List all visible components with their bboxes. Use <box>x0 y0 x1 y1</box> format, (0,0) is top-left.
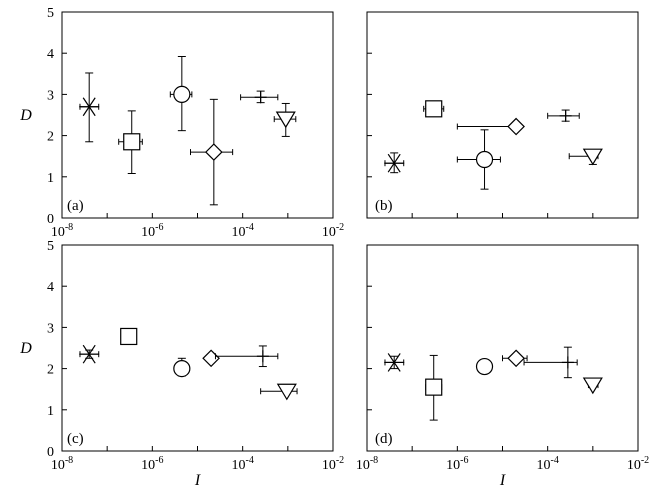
data-point-asterisk <box>79 72 100 143</box>
x-tick-label: 10-6 <box>446 455 468 473</box>
data-point-plus <box>214 345 279 368</box>
data-point-asterisk <box>79 344 100 364</box>
y-axis-label: D <box>19 340 32 357</box>
y-tick-label: 5 <box>47 6 54 21</box>
square-marker <box>425 378 443 396</box>
y-tick-label: 0 <box>47 445 54 460</box>
data-point-circle <box>169 55 193 132</box>
y-tick-label: 4 <box>47 47 54 62</box>
panel-label: (b) <box>375 198 393 214</box>
panel-d: 10-8 10-6 10-4 10-2 I (d) <box>356 244 649 487</box>
data-point-triangle-down <box>273 102 297 137</box>
asterisk-marker <box>387 353 401 372</box>
x-tick-label: 10-6 <box>141 455 163 473</box>
data-point-plus <box>523 346 578 379</box>
data-point-square <box>120 327 138 346</box>
y-tick-label: 1 <box>47 404 54 419</box>
square-marker <box>120 327 138 346</box>
data-point-asterisk <box>384 152 405 174</box>
panel-a: 0 1 2 3 4 5 10-8 10-6 10-4 10-2 D (a) <box>19 6 344 240</box>
plot-frame <box>366 244 639 452</box>
x-tick-label: 10-6 <box>141 222 163 240</box>
data-point-circle <box>456 129 501 190</box>
data-point-triangle-down <box>582 377 603 395</box>
x-tick-label: 10-4 <box>231 222 253 240</box>
y-tick-label: 0 <box>47 212 54 227</box>
data-point-triangle-down <box>568 148 603 166</box>
x-tick-label: 10-2 <box>322 222 344 240</box>
triangle-down-marker <box>582 148 603 166</box>
panel-label: (d) <box>375 431 393 447</box>
data-point-circle <box>475 357 494 376</box>
data-point-plus <box>240 90 279 104</box>
y-tick-label: 4 <box>47 280 54 295</box>
triangle-down-marker <box>582 377 603 395</box>
data-point-diamond <box>202 349 220 368</box>
x-tick-label: 10-4 <box>536 455 558 473</box>
diamond-marker <box>204 143 223 161</box>
x-tick-label: 10-8 <box>356 455 378 473</box>
data-point-diamond <box>190 98 234 206</box>
circle-marker <box>475 150 494 169</box>
data-point-square <box>425 354 443 421</box>
panel-label: (a) <box>67 198 84 214</box>
triangle-down-marker <box>276 383 297 401</box>
data-point-asterisk <box>384 353 405 372</box>
panel-c: 0 1 2 3 4 5 10-8 10-6 10-4 10-2 D I (c) <box>19 239 344 487</box>
plot-frame <box>61 244 334 452</box>
panel-b: (b) <box>366 11 639 219</box>
data-point-triangle-down <box>260 383 298 401</box>
x-tick-label: 10-2 <box>627 455 649 473</box>
data-point-square <box>423 100 445 118</box>
diamond-marker <box>507 117 525 136</box>
asterisk-marker <box>82 344 96 364</box>
y-tick-label: 1 <box>47 171 54 186</box>
x-tick-label: 10-8 <box>51 455 73 473</box>
circle-marker <box>475 357 494 376</box>
circle-marker <box>173 360 191 378</box>
asterisk-marker <box>82 97 96 117</box>
y-tick-label: 2 <box>47 130 54 145</box>
data-point-circle <box>173 357 191 378</box>
y-axis-label: D <box>19 107 32 124</box>
data-point-diamond <box>502 349 528 368</box>
diamond-marker <box>507 349 525 368</box>
y-tick-label: 3 <box>47 321 54 336</box>
data-point-plus <box>547 109 580 122</box>
circle-marker <box>173 85 191 104</box>
data-point-square <box>118 110 143 175</box>
square-marker <box>123 133 141 151</box>
y-tick-label: 5 <box>47 239 54 254</box>
y-tick-label: 3 <box>47 88 54 103</box>
diamond-marker <box>202 349 220 368</box>
x-tick-label: 10-2 <box>322 455 344 473</box>
x-tick-label: 10-4 <box>231 455 253 473</box>
x-tick-label: 10-8 <box>51 222 73 240</box>
plot-frame <box>366 11 639 219</box>
data-point-diamond <box>456 117 525 136</box>
square-marker <box>425 100 443 118</box>
triangle-down-marker <box>275 111 296 129</box>
x-axis-label: I <box>194 472 201 487</box>
panel-label: (c) <box>67 431 84 447</box>
x-axis-label: I <box>499 472 506 487</box>
asterisk-marker <box>387 153 401 173</box>
y-tick-label: 2 <box>47 363 54 378</box>
